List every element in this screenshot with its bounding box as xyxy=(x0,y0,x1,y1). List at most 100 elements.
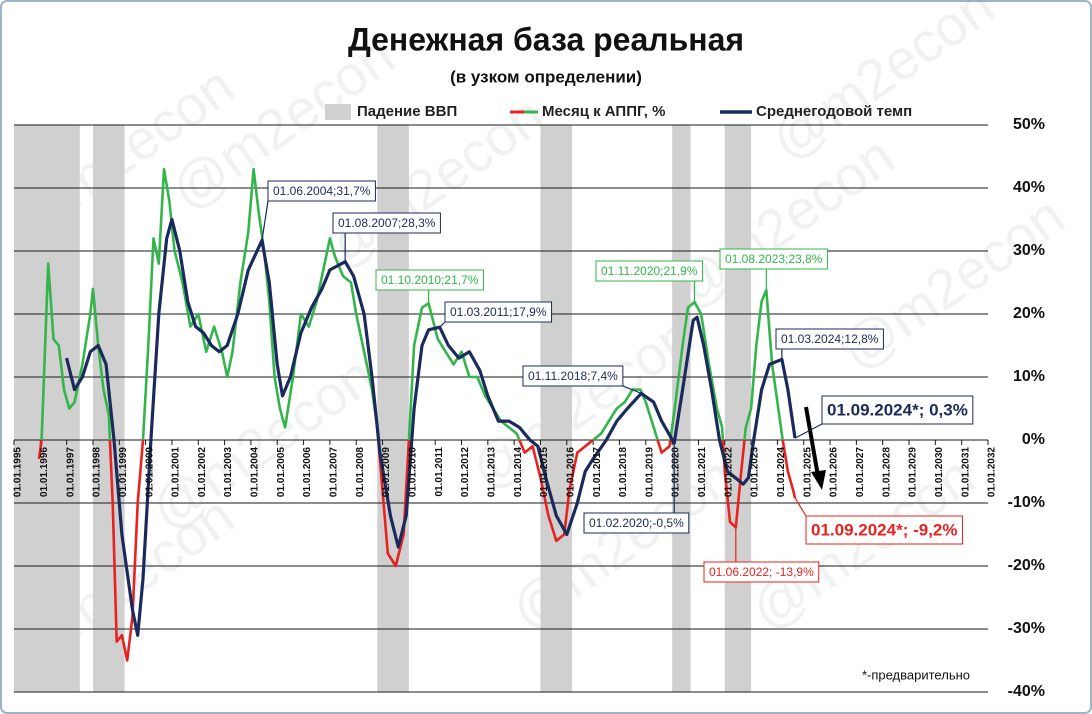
chart-title: Денежная база реальная xyxy=(348,21,744,57)
y-tick-label: -10% xyxy=(1008,494,1045,511)
annotation: 01.08.2023;23,8% xyxy=(719,248,828,291)
x-tick-label: 01.01.2013 xyxy=(486,447,497,497)
recession-band xyxy=(377,125,409,692)
x-tick-label: 01.01.2015 xyxy=(539,447,550,497)
y-tick-label: 20% xyxy=(1013,305,1045,322)
annotation-box xyxy=(444,301,553,323)
x-tick-label: 01.01.2023 xyxy=(750,447,761,497)
x-tick-label: 01.01.1995 xyxy=(13,447,24,497)
annotation: 01.10.2010;21,7% xyxy=(375,269,484,304)
y-tick-label: 40% xyxy=(1013,179,1045,196)
series-line xyxy=(37,167,797,662)
annotation-box xyxy=(719,248,828,270)
arrow-shaft xyxy=(804,406,820,477)
annotation-box xyxy=(375,269,484,291)
x-tick-label: 01.01.2003 xyxy=(223,447,234,497)
annotation-label: 01.11.2018;7,4% xyxy=(528,369,618,383)
x-tick-label: 01.01.2001 xyxy=(171,447,182,497)
x-tick-label: 01.01.2021 xyxy=(697,447,708,497)
annotation-label: 01.09.2024*; -9,2% xyxy=(811,520,958,539)
legend-label: Падение ВВП xyxy=(357,103,457,120)
x-tick-label: 01.01.2005 xyxy=(276,447,287,497)
x-tick-label: 01.01.2018 xyxy=(618,447,629,497)
x-tick-label: 01.01.2002 xyxy=(197,447,208,497)
x-tick-label: 01.01.1997 xyxy=(65,447,76,497)
arrow-head xyxy=(811,470,826,490)
y-tick-label: 10% xyxy=(1013,368,1045,385)
annotation: 01.09.2024*; 0,3% xyxy=(794,395,974,439)
x-tick-label: 01.01.2008 xyxy=(355,447,366,497)
x-tick-label: 01.01.2026 xyxy=(829,447,840,497)
annotation: 01.06.2004;31,7% xyxy=(261,180,376,241)
footnote: *-предварительно xyxy=(862,667,970,682)
legend-label: Среднегодовой темп xyxy=(756,103,912,120)
annotation-box xyxy=(522,365,624,387)
annotation-leader xyxy=(439,321,446,328)
annotation-leader xyxy=(261,200,269,241)
x-tick-label: 01.01.2010 xyxy=(408,447,419,497)
annotation-label: 01.10.2010;21,7% xyxy=(381,273,479,287)
y-tick-label: 50% xyxy=(1013,116,1045,133)
annotation-box xyxy=(267,180,376,202)
annotation: 01.02.2020;-0,5% xyxy=(583,443,690,534)
x-tick-label: 01.01.2007 xyxy=(329,447,340,497)
annotation-label: 01.09.2024*; 0,3% xyxy=(827,400,968,419)
annotation-box xyxy=(703,561,820,583)
x-tick-label: 01.01.2011 xyxy=(434,447,445,497)
series-line xyxy=(65,217,797,637)
annotation-box xyxy=(595,260,704,282)
x-tick-label: 01.01.2009 xyxy=(381,447,392,497)
annotation-box xyxy=(775,328,884,350)
x-tick-label: 01.01.1996 xyxy=(39,447,50,497)
annotation-box xyxy=(805,515,963,545)
annotation-leader xyxy=(622,385,642,394)
annotation: 01.09.2024*; -9,2% xyxy=(794,497,963,545)
annotation: 01.06.2022; -13,9% xyxy=(703,527,820,583)
legend-label: Месяц к АППГ, % xyxy=(542,103,665,120)
annotation-label: 01.03.2024;12,8% xyxy=(781,332,879,346)
x-tick-label: 01.01.2014 xyxy=(513,447,524,497)
recession-band xyxy=(724,125,752,692)
x-tick-label: 01.01.2029 xyxy=(908,447,919,497)
annotation-leader xyxy=(794,423,823,439)
x-tick-label: 01.01.2019 xyxy=(644,447,655,497)
annotation-box xyxy=(821,395,974,425)
x-tick-label: 01.01.2004 xyxy=(250,447,261,497)
annotation: 01.11.2018;7,4% xyxy=(522,365,642,394)
annotation-box xyxy=(583,512,690,534)
y-tick-label: -20% xyxy=(1008,557,1045,574)
x-tick-label: 01.01.2020 xyxy=(671,447,682,497)
x-tick-label: 01.01.2028 xyxy=(881,447,892,497)
annotation-label: 01.03.2011;17,9% xyxy=(450,305,547,319)
y-tick-label: -30% xyxy=(1008,620,1045,637)
x-tick-label: 01.01.2012 xyxy=(460,447,471,497)
recession-band xyxy=(540,125,573,692)
annotation-label: 01.06.2022; -13,9% xyxy=(709,565,814,579)
y-tick-label: 30% xyxy=(1013,242,1045,259)
x-tick-label: 01.01.2024 xyxy=(776,447,787,497)
x-tick-label: 01.01.2016 xyxy=(565,447,576,497)
annotation-label: 01.02.2020;-0,5% xyxy=(589,516,684,530)
x-tick-label: 01.01.2027 xyxy=(855,447,866,497)
x-tick-label: 01.01.1999 xyxy=(118,447,129,497)
annotation-box xyxy=(332,212,441,234)
x-tick-label: 01.01.2032 xyxy=(987,447,998,497)
x-tick-label: 01.01.2025 xyxy=(802,447,813,497)
chart-subtitle: (в узком определении) xyxy=(450,67,642,86)
x-tick-label: 01.01.2000 xyxy=(144,447,155,497)
annotation: 01.03.2024;12,8% xyxy=(775,328,884,360)
annotation-label: 01.11.2020;21,9% xyxy=(601,264,698,278)
plot-area xyxy=(13,124,989,693)
x-tick-label: 01.01.2022 xyxy=(723,447,734,497)
annotation-leader xyxy=(794,497,807,517)
y-tick-label: -40% xyxy=(1008,683,1045,700)
x-tick-label: 01.01.2031 xyxy=(960,447,971,497)
annotation: 01.08.2007;28,3% xyxy=(332,212,441,262)
x-tick-label: 01.01.2006 xyxy=(302,447,313,497)
x-tick-label: 01.01.2017 xyxy=(592,447,603,497)
annotation-label: 01.08.2007;28,3% xyxy=(338,216,436,230)
x-tick-label: 01.01.1998 xyxy=(92,447,103,497)
y-tick-label: 0% xyxy=(1022,431,1045,448)
annotation-label: 01.06.2004;31,7% xyxy=(273,184,371,198)
